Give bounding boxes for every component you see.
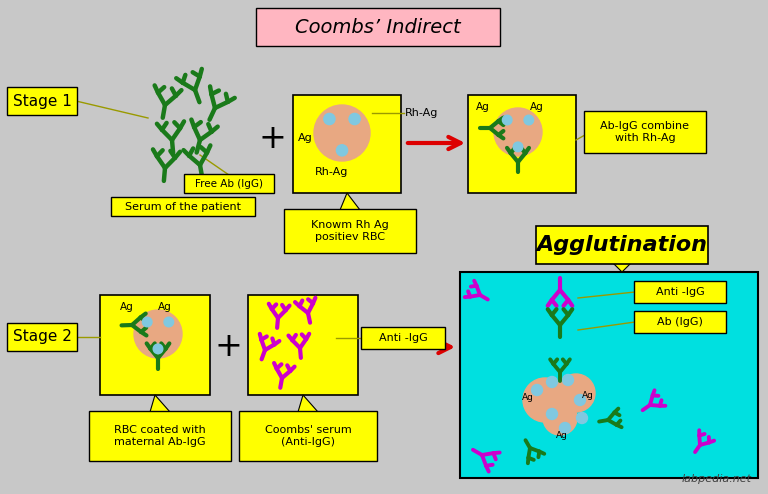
FancyBboxPatch shape bbox=[361, 327, 445, 349]
Text: RBC coated with
maternal Ab-IgG: RBC coated with maternal Ab-IgG bbox=[114, 425, 206, 447]
FancyBboxPatch shape bbox=[184, 174, 274, 193]
Circle shape bbox=[562, 374, 574, 385]
Text: Ag: Ag bbox=[298, 133, 313, 143]
Circle shape bbox=[577, 412, 588, 423]
Text: Knowm Rh Ag
positiev RBC: Knowm Rh Ag positiev RBC bbox=[311, 220, 389, 242]
Circle shape bbox=[547, 409, 558, 419]
Circle shape bbox=[134, 310, 182, 358]
Text: labpedia.net: labpedia.net bbox=[682, 474, 752, 484]
FancyBboxPatch shape bbox=[7, 87, 77, 115]
Polygon shape bbox=[150, 395, 170, 412]
FancyBboxPatch shape bbox=[634, 281, 726, 303]
Circle shape bbox=[164, 317, 174, 327]
Text: Coombs’ Indirect: Coombs’ Indirect bbox=[295, 17, 461, 37]
Text: Ag: Ag bbox=[120, 302, 134, 312]
FancyBboxPatch shape bbox=[284, 209, 416, 253]
FancyBboxPatch shape bbox=[468, 95, 576, 193]
Text: Stage 2: Stage 2 bbox=[12, 329, 71, 344]
Polygon shape bbox=[612, 262, 632, 272]
Text: Serum of the patient: Serum of the patient bbox=[125, 202, 241, 211]
Text: Ag: Ag bbox=[476, 102, 490, 112]
Text: Coombs' serum
(Anti-IgG): Coombs' serum (Anti-IgG) bbox=[265, 425, 352, 447]
Text: Ag: Ag bbox=[522, 394, 534, 403]
Text: Rh-Ag: Rh-Ag bbox=[405, 108, 439, 118]
Circle shape bbox=[513, 142, 523, 152]
Polygon shape bbox=[298, 395, 318, 412]
FancyBboxPatch shape bbox=[584, 111, 706, 153]
Circle shape bbox=[547, 376, 558, 387]
Circle shape bbox=[523, 378, 567, 422]
Text: Ag: Ag bbox=[158, 302, 172, 312]
Text: Agglutination: Agglutination bbox=[537, 235, 707, 255]
FancyBboxPatch shape bbox=[111, 197, 255, 216]
Text: Stage 1: Stage 1 bbox=[12, 93, 71, 109]
Text: +: + bbox=[258, 122, 286, 155]
Circle shape bbox=[324, 114, 335, 124]
Text: Ag: Ag bbox=[556, 430, 568, 440]
FancyBboxPatch shape bbox=[239, 411, 377, 461]
Text: Ab (IgG): Ab (IgG) bbox=[657, 317, 703, 327]
Circle shape bbox=[349, 114, 360, 124]
Text: Rh-Ag: Rh-Ag bbox=[315, 167, 349, 177]
FancyBboxPatch shape bbox=[248, 295, 358, 395]
FancyBboxPatch shape bbox=[536, 226, 708, 264]
FancyBboxPatch shape bbox=[460, 272, 758, 478]
Polygon shape bbox=[340, 193, 360, 210]
Circle shape bbox=[524, 115, 534, 125]
FancyBboxPatch shape bbox=[256, 8, 500, 46]
Circle shape bbox=[543, 401, 577, 435]
Text: Anti -IgG: Anti -IgG bbox=[656, 287, 704, 297]
FancyBboxPatch shape bbox=[634, 311, 726, 333]
Circle shape bbox=[494, 108, 542, 156]
Text: Ab-IgG combine
with Rh-Ag: Ab-IgG combine with Rh-Ag bbox=[601, 121, 690, 143]
Text: Ag: Ag bbox=[582, 392, 594, 401]
Circle shape bbox=[502, 115, 512, 125]
Text: Anti -IgG: Anti -IgG bbox=[379, 333, 427, 343]
Circle shape bbox=[531, 384, 542, 396]
Text: Ag: Ag bbox=[530, 102, 544, 112]
Circle shape bbox=[153, 344, 163, 354]
Text: +: + bbox=[214, 330, 242, 364]
Circle shape bbox=[314, 105, 370, 161]
FancyBboxPatch shape bbox=[7, 323, 77, 351]
FancyBboxPatch shape bbox=[100, 295, 210, 395]
FancyBboxPatch shape bbox=[89, 411, 231, 461]
Circle shape bbox=[557, 374, 595, 412]
Text: Free Ab (IgG): Free Ab (IgG) bbox=[195, 178, 263, 189]
Circle shape bbox=[336, 145, 348, 156]
Circle shape bbox=[560, 422, 571, 434]
Circle shape bbox=[574, 395, 585, 406]
Circle shape bbox=[142, 317, 152, 327]
FancyBboxPatch shape bbox=[293, 95, 401, 193]
